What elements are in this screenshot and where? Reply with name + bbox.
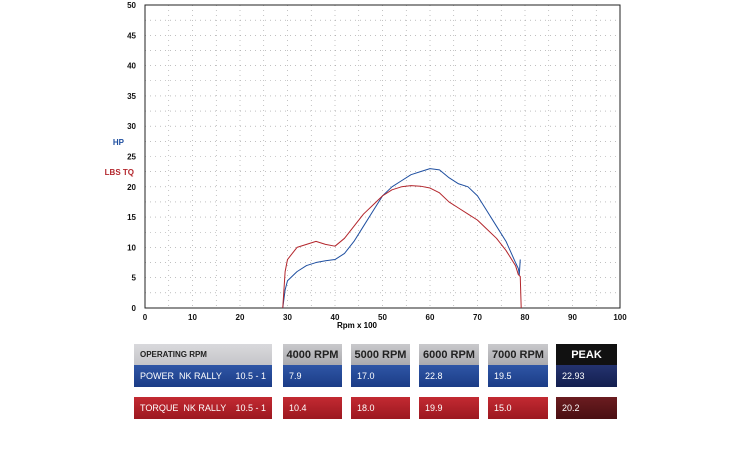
torque-6000: 19.9 xyxy=(419,397,479,419)
torque-series-line xyxy=(282,185,522,309)
torque-5000: 18.0 xyxy=(351,397,410,419)
power-row-label: POWER NK RALLY 10.5 - 1 xyxy=(134,365,272,387)
y-tick-label: 25 xyxy=(127,153,136,162)
x-tick-label: 90 xyxy=(568,313,577,322)
rpm-header-4000: 4000 RPM xyxy=(283,344,342,366)
rpm-header-7000: 7000 RPM xyxy=(488,344,548,366)
series-group xyxy=(282,168,522,309)
y-tick-label: 50 xyxy=(127,1,136,10)
x-tick-label: 40 xyxy=(331,313,340,322)
power-6000: 22.8 xyxy=(419,365,479,387)
y-tick-label: 40 xyxy=(127,62,136,71)
y-tick-label: 45 xyxy=(127,31,136,40)
power-name: POWER xyxy=(140,371,175,381)
chart-grid xyxy=(145,5,620,308)
torque-7000: 15.0 xyxy=(488,397,548,419)
torque-bike: NK RALLY xyxy=(183,403,227,413)
x-tick-label: 20 xyxy=(236,313,245,322)
y-tick-label: 10 xyxy=(127,243,136,252)
x-axis-label: Rpm x 100 xyxy=(337,321,378,330)
x-axis-ticks: 0 10 20 30 40 50 60 70 80 90 100 xyxy=(143,313,627,322)
dyno-chart: 0 5 10 15 20 25 30 35 40 45 50 0 10 20 30 40 50 60 70 80 90… xyxy=(105,1,628,330)
x-tick-label: 80 xyxy=(521,313,530,322)
plot-frame xyxy=(144,4,621,309)
power-peak: 22.93 xyxy=(556,365,617,387)
y-tick-label: 20 xyxy=(127,183,136,192)
x-tick-label: 30 xyxy=(283,313,292,322)
torque-row-label: TORQUE NK RALLY 10.5 - 1 xyxy=(134,397,272,419)
y-tick-label: 5 xyxy=(132,274,137,283)
x-tick-label: 50 xyxy=(378,313,387,322)
y-tick-label: 15 xyxy=(127,213,136,222)
hp-series-line xyxy=(282,168,521,309)
operating-rpm-label: OPERATING RPM xyxy=(134,344,272,366)
x-tick-label: 0 xyxy=(143,313,148,322)
y-tick-label: 30 xyxy=(127,122,136,131)
torque-ratio: 10.5 - 1 xyxy=(235,403,266,413)
power-ratio: 10.5 - 1 xyxy=(235,371,266,381)
torque-series-label: LBS TQ xyxy=(105,168,134,177)
x-tick-label: 10 xyxy=(188,313,197,322)
hp-series-label: HP xyxy=(113,138,125,147)
y-tick-label: 0 xyxy=(132,304,137,313)
power-7000: 19.5 xyxy=(488,365,548,387)
rpm-header-6000: 6000 RPM xyxy=(419,344,479,366)
power-5000: 17.0 xyxy=(351,365,410,387)
rpm-header-5000: 5000 RPM xyxy=(351,344,410,366)
torque-4000: 10.4 xyxy=(283,397,342,419)
power-bike: NK RALLY xyxy=(179,371,222,381)
peak-header: PEAK xyxy=(556,344,617,366)
x-tick-label: 100 xyxy=(613,313,627,322)
x-tick-label: 60 xyxy=(426,313,435,322)
x-tick-label: 70 xyxy=(473,313,482,322)
y-tick-label: 35 xyxy=(127,92,136,101)
torque-peak: 20.2 xyxy=(556,397,617,419)
torque-name: TORQUE xyxy=(140,403,179,413)
power-4000: 7.9 xyxy=(283,365,342,387)
y-axis-ticks: 0 5 10 15 20 25 30 35 40 45 50 xyxy=(127,1,136,313)
